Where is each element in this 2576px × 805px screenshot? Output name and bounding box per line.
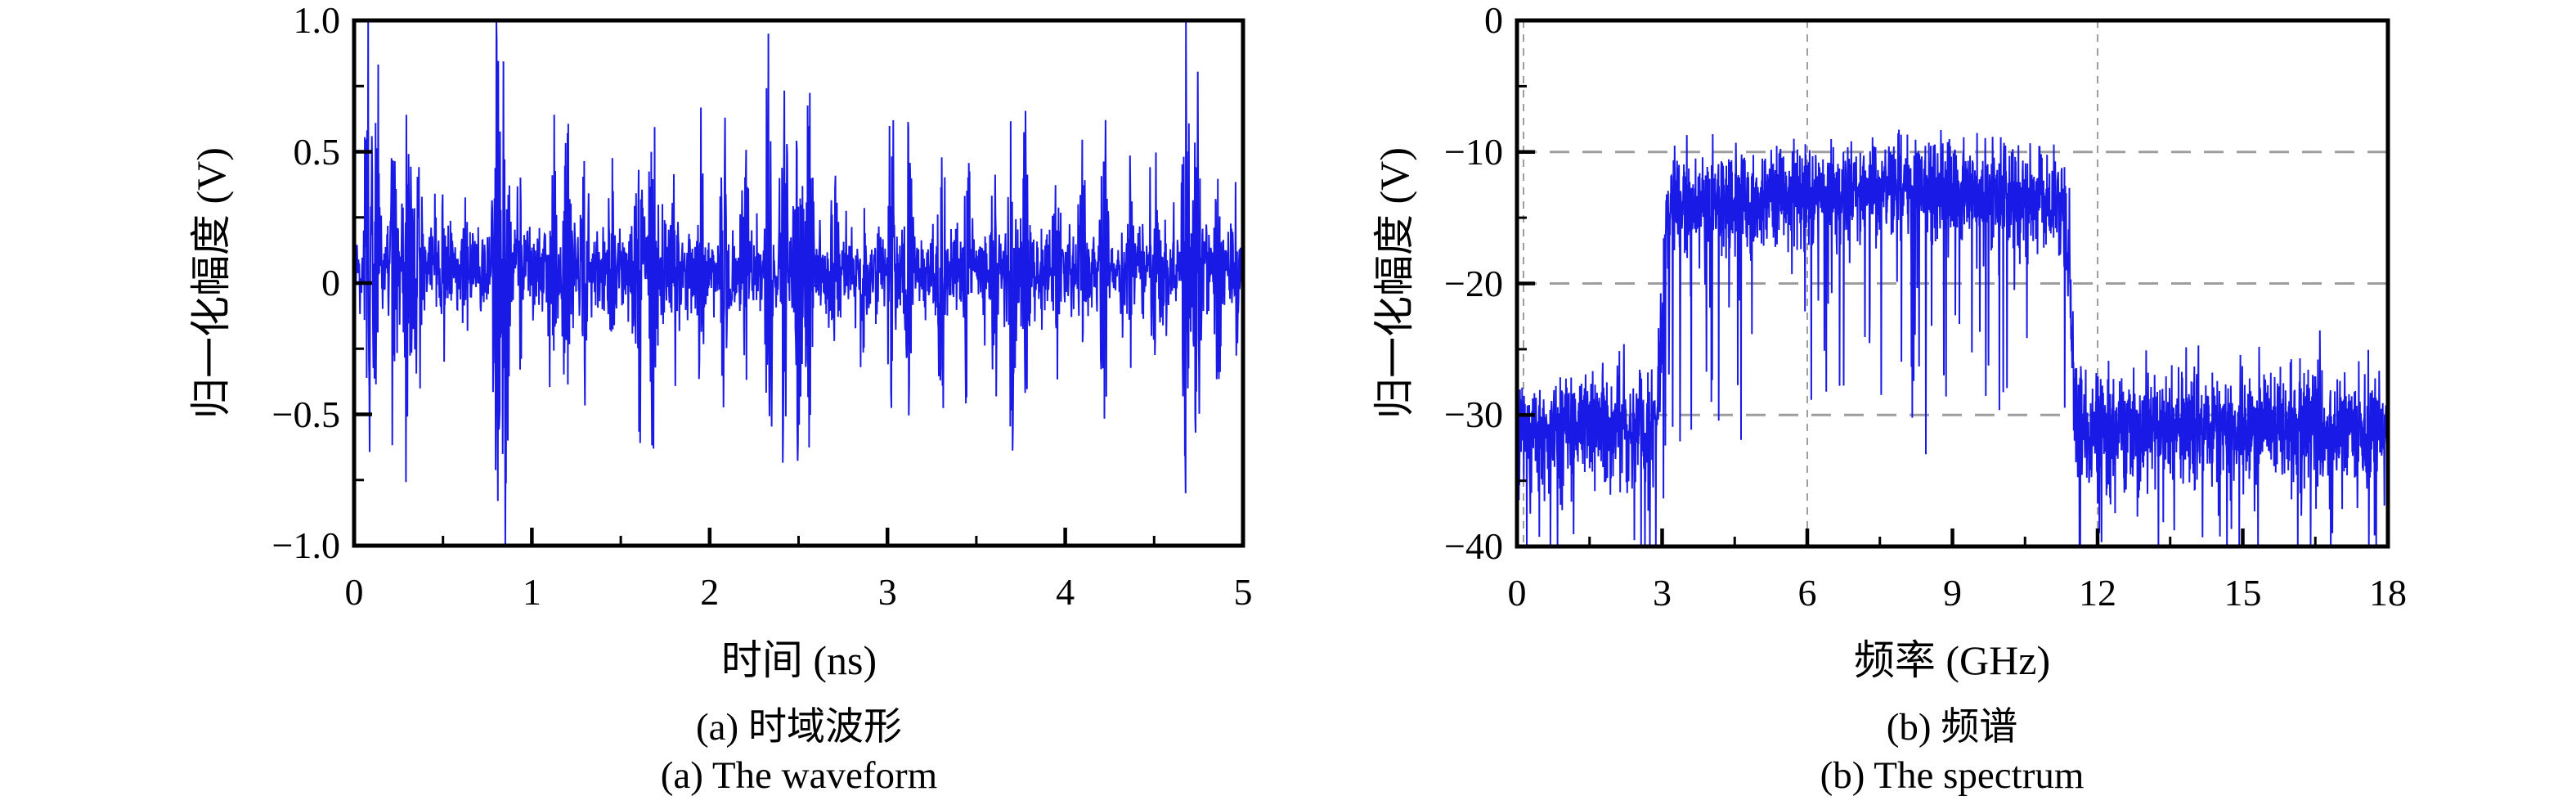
y-tick-label: 0.5	[293, 130, 341, 173]
y-tick-label: −40	[1444, 525, 1503, 567]
x-tick-label: 3	[1653, 572, 1672, 614]
x-tick-label: 0	[344, 571, 364, 613]
y-tick-label: −0.5	[272, 393, 340, 435]
x-axis-title-waveform: 时间 (ns)	[720, 637, 877, 683]
x-tick-label: 4	[1056, 571, 1075, 613]
caption-waveform-zh: (a) 时域波形	[696, 706, 902, 749]
y-tick-label: −20	[1444, 262, 1503, 304]
x-tick-label: 0	[1507, 572, 1527, 614]
x-tick-label: 15	[2224, 572, 2262, 614]
caption-spectrum-en: (b) The spectrum	[1820, 754, 2085, 797]
y-tick-label: −10	[1444, 130, 1503, 173]
y-tick-label: 0	[1484, 0, 1503, 41]
waveform-trace	[353, 20, 1244, 546]
spectrum-plot	[1515, 18, 2390, 549]
x-tick-label: 3	[877, 571, 897, 613]
x-tick-label: 5	[1233, 571, 1253, 613]
y-tick-label: 1.0	[293, 0, 341, 41]
x-tick-label: 18	[2369, 572, 2407, 614]
spectrum-trace	[1516, 129, 2389, 547]
x-tick-label: 2	[700, 571, 720, 613]
caption-waveform-en: (a) The waveform	[660, 754, 938, 797]
y-tick-label: 0	[321, 262, 340, 304]
x-axis-title-spectrum: 频率 (GHz)	[1853, 637, 2051, 683]
plot-frame	[352, 18, 1245, 548]
plot-frame	[1515, 18, 2390, 549]
y-tick-label: −30	[1444, 394, 1503, 436]
x-tick-label: 1	[522, 571, 541, 613]
x-tick-label: 6	[1797, 572, 1817, 614]
x-tick-label: 9	[1943, 572, 1962, 614]
caption-spectrum-zh: (b) 频谱	[1886, 706, 2018, 749]
waveform-plot	[352, 18, 1245, 548]
y-tick-label: −1.0	[272, 524, 340, 566]
x-tick-label: 12	[2079, 572, 2116, 614]
